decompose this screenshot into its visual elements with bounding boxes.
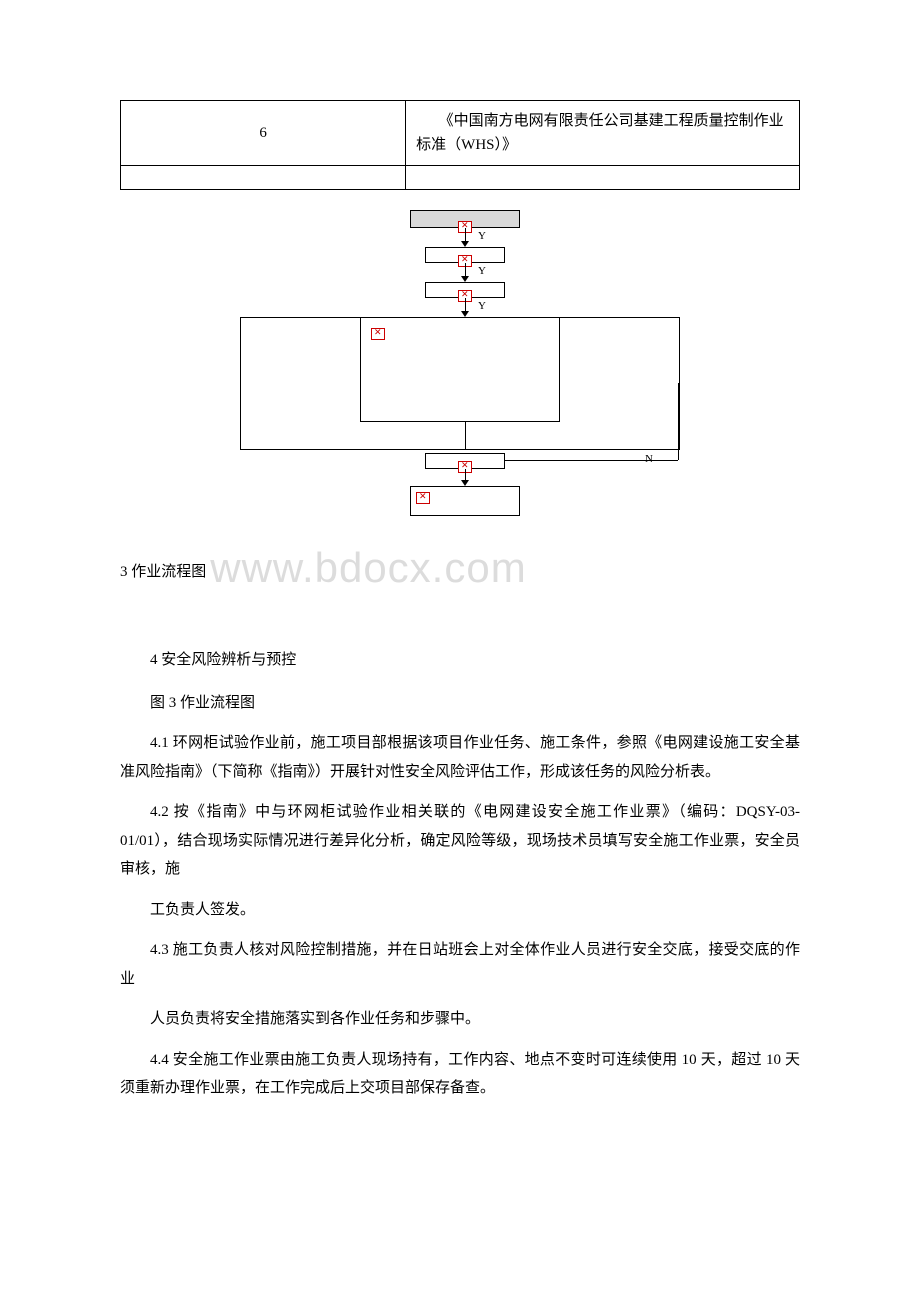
flow-node (425, 247, 505, 263)
table-cell-empty (406, 166, 800, 190)
flow-node-process (360, 317, 560, 422)
flow-connector (678, 383, 679, 460)
flow-node (425, 282, 505, 298)
paragraph-4-2b: 工负责人签发。 (120, 896, 800, 925)
section-4-heading: 4 安全风险辨析与预控 (120, 646, 800, 675)
paragraph-4-3: 4.3 施工负责人核对风险控制措施，并在日站班会上对全体作业人员进行安全交底，接… (120, 936, 800, 993)
flow-node (425, 453, 505, 469)
table-cell-empty (121, 166, 406, 190)
paragraph-4-1: 4.1 环网柜试验作业前，施工项目部根据该项目作业任务、施工条件，参照《电网建设… (120, 729, 800, 786)
section-3-label: 3 作业流程图 (120, 560, 206, 581)
flow-label-n: N (645, 453, 653, 465)
section-3-row: 3 作业流程图 www.bdocx.com (120, 538, 800, 586)
flow-label-y: Y (478, 300, 486, 312)
flow-node-end (410, 486, 520, 516)
paragraph-4-2: 4.2 按《指南》中与环网柜试验作业相关联的《电网建设安全施工作业票》（编码：D… (120, 798, 800, 884)
paragraph-4-4: 4.4 安全施工作业票由施工负责人现场持有，工作内容、地点不变时可连续使用 10… (120, 1046, 800, 1103)
flow-label-y: Y (478, 265, 486, 277)
flow-label-y: Y (478, 230, 486, 242)
body-text: 4 安全风险辨析与预控 图 3 作业流程图 4.1 环网柜试验作业前，施工项目部… (120, 646, 800, 1103)
broken-image-icon (371, 328, 385, 340)
figure-caption: 图 3 作业流程图 (120, 689, 800, 718)
paragraph-4-3b: 人员负责将安全措施落实到各作业任务和步骤中。 (120, 1005, 800, 1034)
flow-connector (465, 422, 466, 450)
flow-connector (505, 460, 678, 461)
table-cell-num: 6 (121, 101, 406, 166)
table-cell-title: 《中国南方电网有限责任公司基建工程质量控制作业标准（WHS）》 (406, 101, 800, 166)
reference-table: 6 《中国南方电网有限责任公司基建工程质量控制作业标准（WHS）》 (120, 100, 800, 190)
watermark-text: www.bdocx.com (210, 544, 526, 592)
broken-image-icon (416, 492, 430, 504)
flowchart: Y Y Y N (240, 210, 680, 530)
flow-node-start (410, 210, 520, 228)
